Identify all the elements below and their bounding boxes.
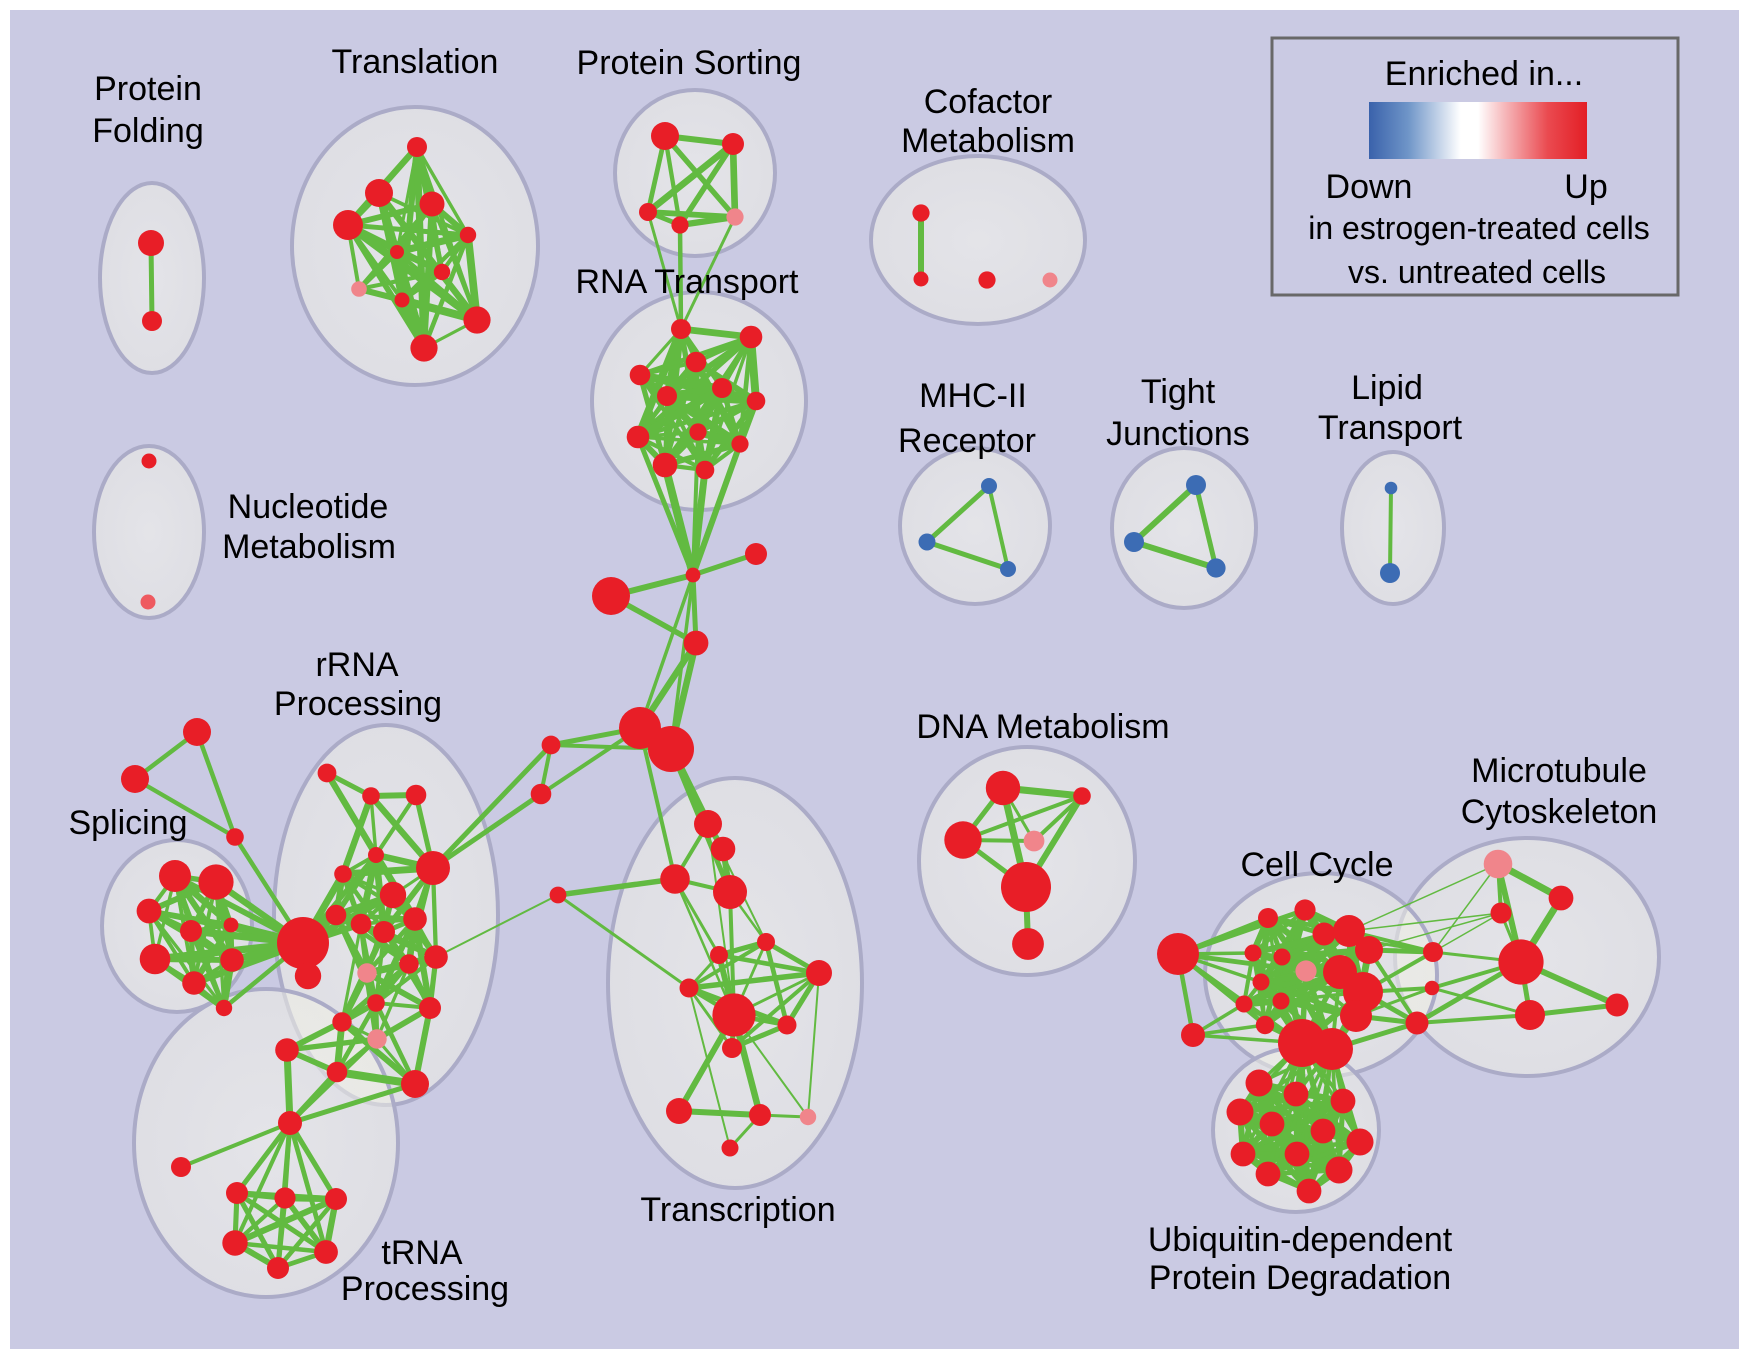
svg-text:Enriched in...: Enriched in...: [1385, 55, 1583, 93]
svg-text:DNA Metabolism: DNA Metabolism: [916, 708, 1169, 746]
svg-text:Microtubule: Microtubule: [1471, 752, 1647, 790]
svg-text:vs. untreated cells: vs. untreated cells: [1348, 254, 1606, 290]
svg-text:Translation: Translation: [332, 43, 499, 81]
svg-text:Transcription: Transcription: [640, 1191, 835, 1229]
svg-text:Cofactor: Cofactor: [924, 83, 1053, 121]
svg-text:Up: Up: [1564, 168, 1607, 206]
svg-text:Cell Cycle: Cell Cycle: [1240, 846, 1393, 884]
svg-text:Receptor: Receptor: [898, 422, 1036, 460]
svg-text:Protein Degradation: Protein Degradation: [1149, 1259, 1451, 1297]
svg-text:Transport: Transport: [1318, 409, 1463, 447]
svg-text:RNA Transport: RNA Transport: [576, 263, 800, 301]
svg-text:Protein: Protein: [94, 70, 202, 108]
svg-text:Lipid: Lipid: [1351, 369, 1423, 407]
svg-text:Splicing: Splicing: [68, 804, 187, 842]
svg-text:Junctions: Junctions: [1106, 415, 1250, 453]
svg-text:Nucleotide: Nucleotide: [228, 488, 389, 526]
svg-text:Folding: Folding: [92, 112, 204, 150]
svg-text:in estrogen-treated cells: in estrogen-treated cells: [1308, 210, 1650, 246]
svg-text:Metabolism: Metabolism: [222, 528, 396, 566]
svg-text:MHC-II: MHC-II: [919, 377, 1027, 415]
svg-text:Tight: Tight: [1141, 373, 1216, 411]
svg-text:Ubiquitin-dependent: Ubiquitin-dependent: [1148, 1221, 1453, 1259]
svg-text:Cytoskeleton: Cytoskeleton: [1461, 793, 1658, 831]
svg-text:rRNA: rRNA: [315, 646, 398, 684]
svg-text:Processing: Processing: [274, 685, 442, 723]
svg-text:tRNA: tRNA: [381, 1234, 463, 1272]
svg-text:Processing: Processing: [341, 1270, 509, 1308]
svg-text:Metabolism: Metabolism: [901, 122, 1075, 160]
svg-text:Protein Sorting: Protein Sorting: [577, 44, 802, 82]
svg-text:Down: Down: [1326, 168, 1413, 206]
